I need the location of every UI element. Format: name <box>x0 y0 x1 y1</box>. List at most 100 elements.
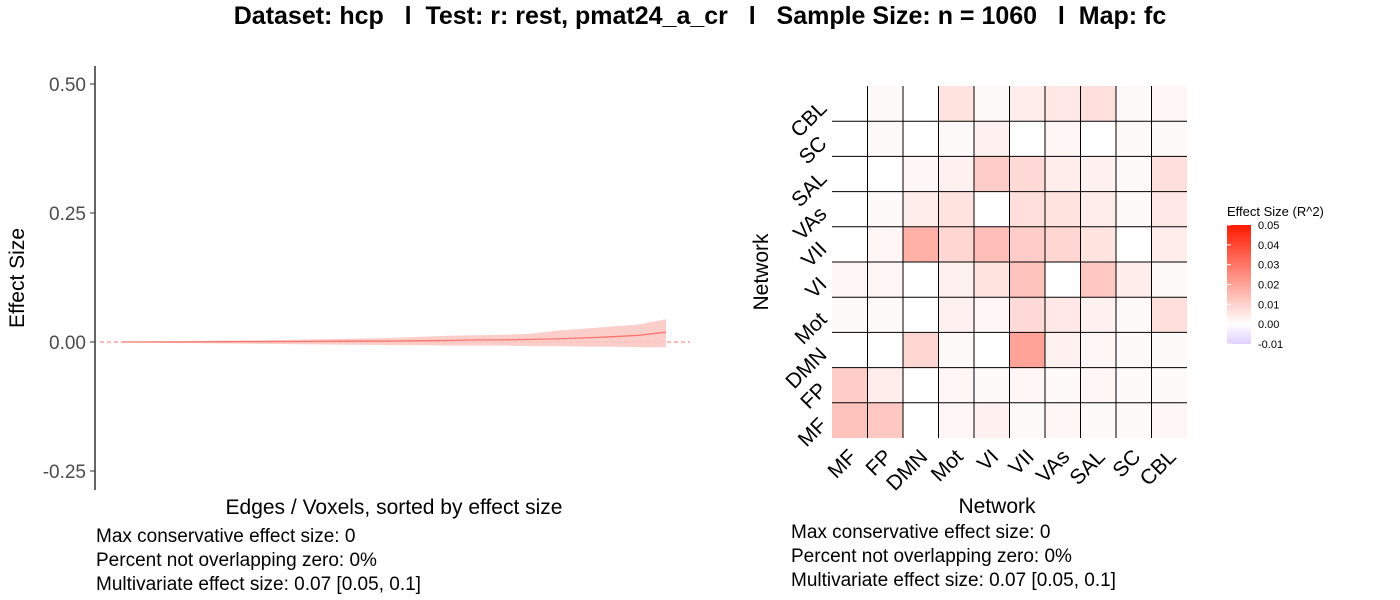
heatmap-cell <box>903 297 939 333</box>
heatmap-cell <box>1151 367 1187 403</box>
page-title: Dataset: hcp l Test: r: rest, pmat24_a_c… <box>233 2 1167 30</box>
heatmap-cell <box>1009 226 1045 262</box>
heatmap-y-label: CBL <box>786 97 831 142</box>
heatmap-cell <box>1080 121 1116 157</box>
heatmap-cell <box>1080 297 1116 333</box>
heatmap-cell <box>974 367 1010 403</box>
heatmap-cell <box>1045 367 1081 403</box>
heatmap-x-label: CBL <box>1136 445 1181 490</box>
heatmap-cell <box>1045 332 1081 368</box>
heatmap-cell <box>974 402 1010 438</box>
legend-tick-label: 0.00 <box>1258 319 1279 331</box>
heatmap-cell <box>832 297 868 333</box>
heatmap-y-label: SAL <box>787 167 831 211</box>
heatmap-cell <box>1151 121 1187 157</box>
heatmap-cell <box>867 402 903 438</box>
heatmap-x-label: VI <box>973 445 1003 475</box>
y-tick-label: -0.25 <box>43 462 86 483</box>
heatmap-cell <box>938 262 974 298</box>
y-tick-label: 0.50 <box>49 75 86 96</box>
heatmap-cell <box>938 191 974 227</box>
right-stats: Max conservative effect size: 0 Percent … <box>791 521 1116 593</box>
heatmap-cell <box>938 226 974 262</box>
left-stat-max-conservative: Max conservative effect size: 0 <box>96 526 356 547</box>
heatmap-cell <box>1080 86 1116 122</box>
confidence-band <box>122 319 666 348</box>
left-stat-multivariate: Multivariate effect size: 0.07 [0.05, 0.… <box>96 574 421 595</box>
heatmap-cell <box>867 156 903 192</box>
heatmap-cell <box>903 367 939 403</box>
heatmap-cell <box>938 86 974 122</box>
heatmap-cell <box>903 156 939 192</box>
heatmap-cell <box>903 86 939 122</box>
legend-tick-label: 0.05 <box>1258 220 1279 232</box>
legend-tick-label: 0.04 <box>1258 240 1279 252</box>
legend-title: Effect Size (R^2) <box>1227 204 1324 219</box>
heatmap-cell <box>1080 226 1116 262</box>
heatmap-cell <box>1080 332 1116 368</box>
heatmap-cell <box>1080 191 1116 227</box>
right-stat-multivariate: Multivariate effect size: 0.07 [0.05, 0.… <box>791 570 1116 591</box>
heatmap-cell <box>867 367 903 403</box>
heatmap-cell <box>1151 262 1187 298</box>
heatmap-y-label: Mot <box>791 308 832 349</box>
heatmap-cell <box>867 262 903 298</box>
heatmap-x-label: SAL <box>1065 445 1109 489</box>
heatmap-cell <box>1151 191 1187 227</box>
heatmap-cell <box>832 226 868 262</box>
heatmap-cell <box>903 332 939 368</box>
heatmap-cell <box>867 121 903 157</box>
heatmap-cell <box>938 402 974 438</box>
heatmap-cell <box>1116 86 1152 122</box>
heatmap-cell <box>1009 86 1045 122</box>
heatmap-cell <box>832 402 868 438</box>
heatmap-cell <box>832 332 868 368</box>
heatmap-cell <box>1116 191 1152 227</box>
heatmap-cell <box>1009 121 1045 157</box>
heatmap-cell <box>1009 367 1045 403</box>
heatmap-y-label: MF <box>794 414 832 452</box>
heatmap-cell <box>974 332 1010 368</box>
right-stat-max-conservative: Max conservative effect size: 0 <box>791 522 1051 543</box>
heatmap-cell <box>938 297 974 333</box>
legend-tick-label: -0.01 <box>1258 339 1283 351</box>
heatmap-cell <box>1045 402 1081 438</box>
heatmap-cell <box>1045 121 1081 157</box>
heatmap-cell <box>974 226 1010 262</box>
heatmap-cell <box>1116 156 1152 192</box>
heatmap-cell <box>1080 156 1116 192</box>
heatmap-cell <box>1116 367 1152 403</box>
left-stats: Max conservative effect size: 0 Percent … <box>96 525 421 597</box>
heatmap-cell <box>832 262 868 298</box>
heatmap-cell <box>1151 402 1187 438</box>
heatmap-cell <box>1151 156 1187 192</box>
heatmap-y-label: VI <box>801 273 831 303</box>
heatmap-cell <box>1045 191 1081 227</box>
heatmap-legend: Effect Size (R^2)0.05 0.04 0.03 0.02 0.01 0.0… <box>1227 204 1324 351</box>
heatmap-cell <box>903 262 939 298</box>
heatmap-x-label: MF <box>824 445 862 483</box>
heatmap-cell <box>1151 86 1187 122</box>
effect-size-line <box>122 331 667 343</box>
heatmap-cell <box>903 191 939 227</box>
heatmap-x-axis-title: Network <box>958 495 1036 518</box>
heatmap-cell <box>1116 121 1152 157</box>
heatmap-cell <box>1116 226 1152 262</box>
y-tick-label: 0.25 <box>49 204 86 225</box>
heatmap-cell <box>974 86 1010 122</box>
heatmap-cell <box>1009 332 1045 368</box>
heatmap-cell <box>1045 86 1081 122</box>
heatmap-cell <box>938 367 974 403</box>
heatmap-cell <box>938 332 974 368</box>
heatmap-cell <box>1009 191 1045 227</box>
heatmap-cell <box>903 226 939 262</box>
heatmap-cell <box>1080 402 1116 438</box>
heatmap-cell <box>1151 226 1187 262</box>
effect-size-chart: -0.25 0.00 0.25 0.50 Edges / Voxels, sorted … <box>6 66 690 519</box>
heatmap-cell <box>1045 226 1081 262</box>
heatmap-cell <box>903 121 939 157</box>
right-stat-percent-nonzero: Percent not overlapping zero: 0% <box>791 546 1072 567</box>
heatmap-cell <box>832 86 868 122</box>
